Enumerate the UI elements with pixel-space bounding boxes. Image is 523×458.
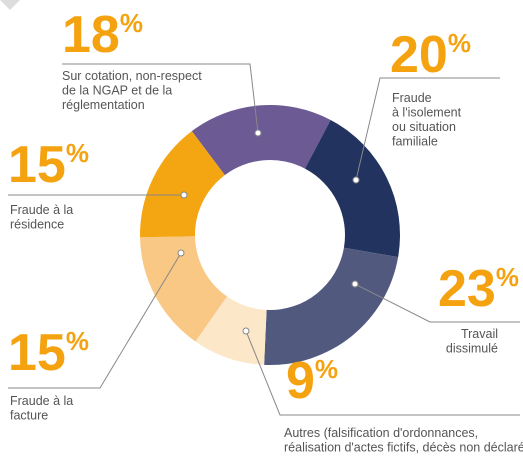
value-label: 18% bbox=[62, 6, 143, 64]
donut-slice bbox=[264, 247, 399, 365]
value-label: 9% bbox=[286, 352, 338, 410]
category-label: dissimulé bbox=[446, 342, 498, 356]
leader-dot bbox=[177, 249, 185, 257]
leader-line bbox=[355, 77, 500, 181]
leader-dot bbox=[351, 280, 359, 288]
category-label: Fraude bbox=[392, 91, 432, 105]
leader-line bbox=[245, 330, 520, 416]
leader-dot bbox=[352, 176, 360, 184]
leader-line bbox=[8, 252, 182, 389]
category-label: résidence bbox=[10, 218, 64, 232]
category-label: familiale bbox=[392, 135, 438, 149]
value-label: 15% bbox=[8, 136, 89, 194]
donut-slice bbox=[304, 120, 400, 258]
category-label: réalisation d'actes fictifs, décès non d… bbox=[284, 441, 523, 455]
leader-dot bbox=[180, 191, 188, 199]
category-label: Fraude à la bbox=[10, 203, 73, 217]
leader-line bbox=[62, 63, 259, 134]
category-label: facture bbox=[10, 409, 48, 423]
value-label: 23% bbox=[438, 260, 519, 318]
donut-slice bbox=[195, 296, 267, 365]
value-label: 20% bbox=[390, 26, 471, 84]
value-label: 15% bbox=[8, 324, 89, 382]
category-label: réglementation bbox=[62, 98, 145, 112]
category-label: Travail bbox=[461, 327, 498, 341]
category-label: ou situation bbox=[392, 120, 456, 134]
leader-dot bbox=[242, 327, 250, 335]
leader-dot bbox=[254, 129, 262, 137]
category-label: Sur cotation, non-respect bbox=[62, 69, 202, 83]
donut-slice bbox=[191, 105, 331, 176]
corner-mark bbox=[0, 0, 20, 10]
category-label: Autres (falsification d'ordonnances, bbox=[284, 426, 478, 440]
category-label: à l'isolement bbox=[392, 106, 462, 120]
donut-slice bbox=[140, 131, 225, 238]
category-label: Fraude à la bbox=[10, 394, 73, 408]
category-label: de la NGAP et de la bbox=[62, 84, 172, 98]
leader-line bbox=[354, 283, 520, 323]
donut-slice bbox=[140, 236, 227, 342]
